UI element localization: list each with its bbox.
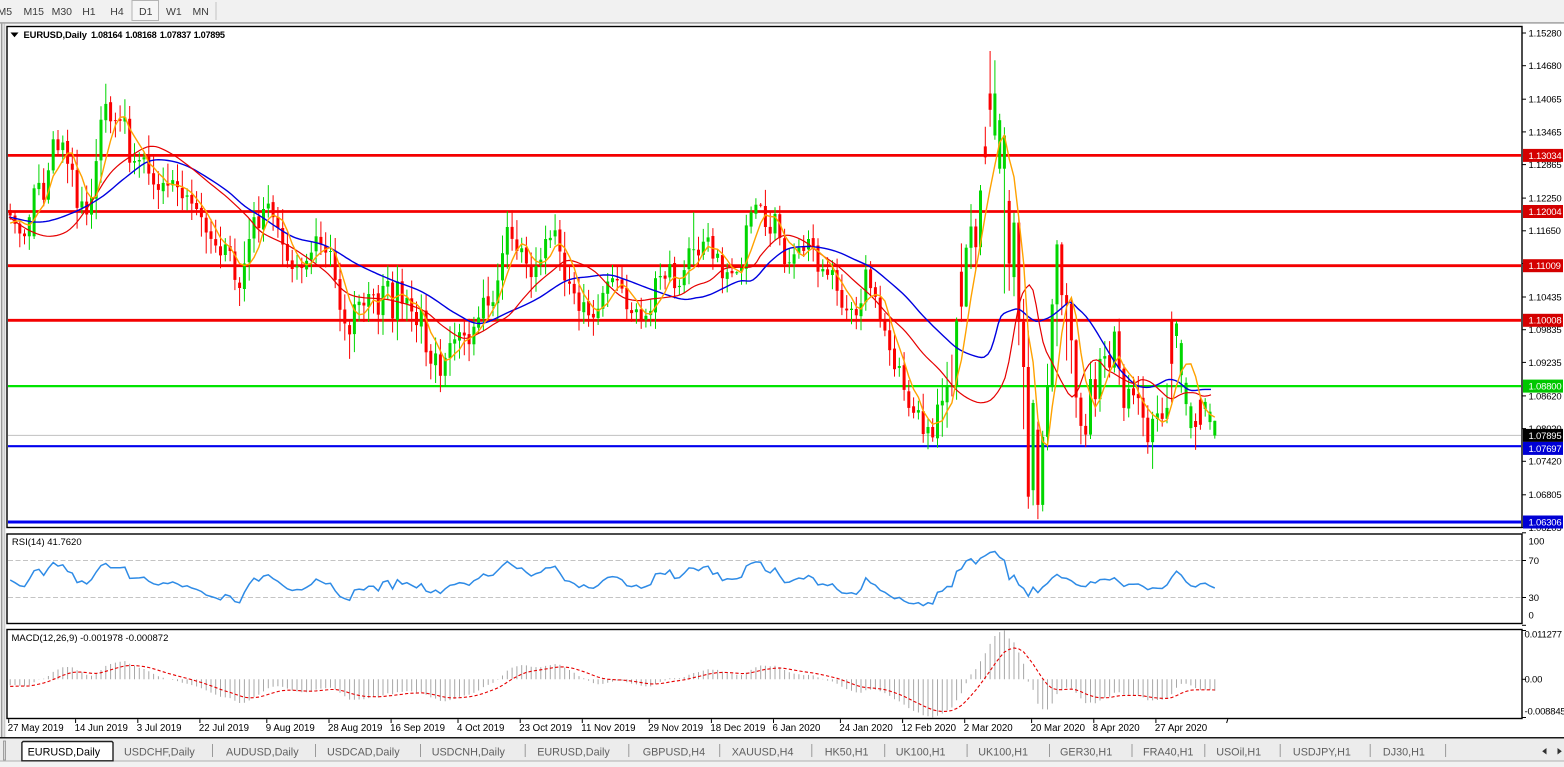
svg-text:HK50,H1: HK50,H1: [825, 747, 869, 759]
svg-text:1.12004: 1.12004: [1529, 207, 1562, 218]
svg-text:1.08800: 1.08800: [1529, 382, 1562, 393]
svg-text:0.011277: 0.011277: [1525, 629, 1562, 640]
svg-text:MN: MN: [193, 6, 209, 18]
svg-text:MACD(12,26,9) -0.001978 -0.000: MACD(12,26,9) -0.001978 -0.000872: [12, 633, 169, 644]
svg-text:24 Jan 2020: 24 Jan 2020: [839, 723, 893, 734]
svg-text:29 Nov 2019: 29 Nov 2019: [648, 723, 703, 734]
svg-text:M5: M5: [0, 6, 12, 18]
svg-text:70: 70: [1529, 556, 1540, 567]
svg-text:1.09835: 1.09835: [1529, 325, 1562, 336]
svg-text:1.13465: 1.13465: [1529, 127, 1562, 138]
svg-text:1.09235: 1.09235: [1529, 358, 1562, 369]
svg-text:27 Apr 2020: 27 Apr 2020: [1155, 723, 1208, 734]
svg-text:1.10008: 1.10008: [1529, 316, 1562, 327]
svg-text:GER30,H1: GER30,H1: [1060, 747, 1112, 759]
svg-text:28 Aug 2019: 28 Aug 2019: [328, 723, 382, 734]
svg-text:M15: M15: [24, 6, 45, 18]
svg-text:USDCNH,Daily: USDCNH,Daily: [432, 747, 506, 759]
svg-text:0.00: 0.00: [1525, 675, 1543, 686]
svg-text:14 Jun 2019: 14 Jun 2019: [75, 723, 128, 734]
svg-text:9 Aug 2019: 9 Aug 2019: [266, 723, 315, 734]
svg-text:H1: H1: [82, 6, 96, 18]
svg-text:M30: M30: [52, 6, 73, 18]
svg-text:18 Dec 2019: 18 Dec 2019: [710, 723, 765, 734]
svg-text:12 Feb 2020: 12 Feb 2020: [902, 723, 957, 734]
svg-text:UK100,H1: UK100,H1: [896, 747, 946, 759]
svg-text:1.07420: 1.07420: [1529, 457, 1562, 468]
svg-text:20 Mar 2020: 20 Mar 2020: [1031, 723, 1086, 734]
svg-text:1.06805: 1.06805: [1529, 490, 1562, 501]
svg-text:11 Nov 2019: 11 Nov 2019: [581, 723, 635, 734]
svg-text:1.11009: 1.11009: [1529, 261, 1561, 272]
svg-text:DJ30,H1: DJ30,H1: [1383, 747, 1425, 759]
svg-text:USOil,H1: USOil,H1: [1216, 747, 1261, 759]
svg-text:USDCAD,Daily: USDCAD,Daily: [327, 747, 400, 759]
svg-text:-0.008845: -0.008845: [1525, 706, 1564, 717]
svg-text:FRA40,H1: FRA40,H1: [1143, 747, 1193, 759]
svg-text:100: 100: [1529, 536, 1545, 547]
svg-text:1.10435: 1.10435: [1529, 292, 1562, 303]
svg-text:1.06306: 1.06306: [1529, 517, 1562, 528]
svg-text:1.08164: 1.08164: [91, 30, 123, 40]
svg-text:EURUSD,Daily: EURUSD,Daily: [537, 747, 610, 759]
svg-text:1.14680: 1.14680: [1529, 61, 1562, 72]
svg-text:0: 0: [1529, 610, 1534, 621]
svg-text:W1: W1: [166, 6, 182, 18]
svg-text:1.11650: 1.11650: [1529, 226, 1561, 237]
svg-text:3 Jul 2019: 3 Jul 2019: [137, 723, 182, 734]
svg-text:1.08620: 1.08620: [1529, 391, 1562, 402]
svg-text:8 Apr 2020: 8 Apr 2020: [1093, 723, 1140, 734]
svg-text:1.07837: 1.07837: [160, 30, 191, 40]
svg-text:1.13034: 1.13034: [1529, 151, 1562, 162]
svg-text:RSI(14) 41.7620: RSI(14) 41.7620: [12, 537, 82, 548]
svg-text:4 Oct 2019: 4 Oct 2019: [457, 723, 504, 734]
svg-text:27 May 2019: 27 May 2019: [8, 723, 64, 734]
svg-text:30: 30: [1529, 593, 1540, 604]
svg-text:EURUSD,Daily: EURUSD,Daily: [28, 747, 101, 759]
svg-text:1.15280: 1.15280: [1529, 28, 1562, 39]
svg-text:6 Jan 2020: 6 Jan 2020: [773, 723, 822, 734]
svg-text:1.07895: 1.07895: [1529, 431, 1562, 442]
svg-text:1.08168: 1.08168: [125, 30, 156, 40]
svg-text:H4: H4: [110, 6, 124, 18]
svg-text:USDJPY,H1: USDJPY,H1: [1293, 747, 1351, 759]
svg-text:XAUUSD,H4: XAUUSD,H4: [732, 747, 794, 759]
svg-text:UK100,H1: UK100,H1: [978, 747, 1028, 759]
svg-text:D1: D1: [139, 6, 153, 18]
svg-text:22 Jul 2019: 22 Jul 2019: [199, 723, 249, 734]
svg-text:1.07895: 1.07895: [194, 30, 225, 40]
svg-text:1.14065: 1.14065: [1529, 95, 1562, 106]
svg-text:USDCHF,Daily: USDCHF,Daily: [124, 747, 195, 759]
svg-text:1.07697: 1.07697: [1529, 444, 1562, 455]
svg-text:23 Oct 2019: 23 Oct 2019: [519, 723, 572, 734]
svg-text:2 Mar 2020: 2 Mar 2020: [964, 723, 1014, 734]
svg-text:1.12865: 1.12865: [1529, 160, 1562, 171]
svg-text:GBPUSD,H4: GBPUSD,H4: [643, 747, 705, 759]
svg-text:1.12250: 1.12250: [1529, 194, 1562, 205]
svg-text:16 Sep 2019: 16 Sep 2019: [390, 723, 445, 734]
svg-text:EURUSD,Daily: EURUSD,Daily: [24, 29, 88, 40]
svg-text:AUDUSD,Daily: AUDUSD,Daily: [226, 747, 299, 759]
